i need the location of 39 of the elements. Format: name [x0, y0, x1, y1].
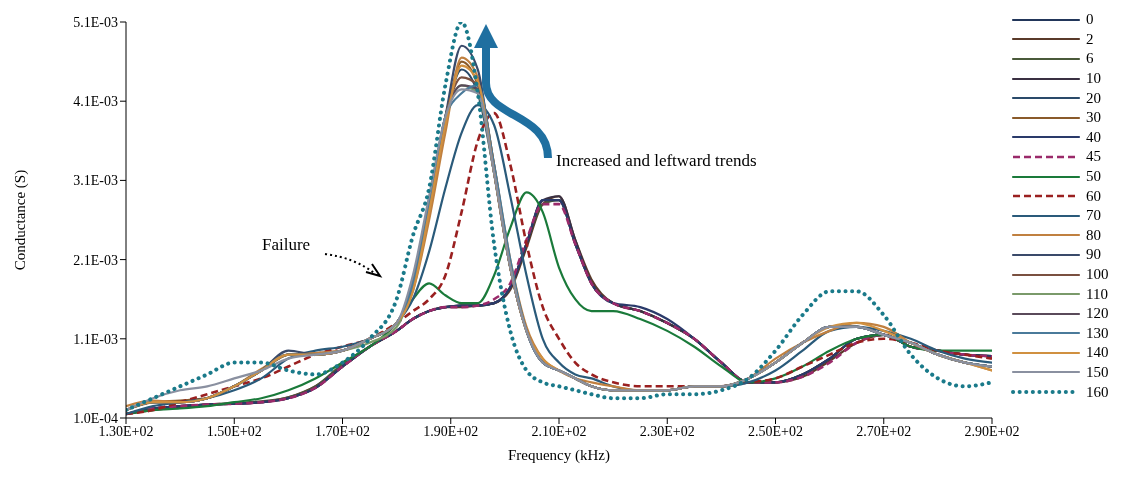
y-tick-label: 5.1E-03 [73, 14, 118, 30]
legend-label: 130 [1086, 324, 1109, 342]
x-tick-label: 2.50E+02 [748, 423, 803, 439]
y-tick-label: 1.1E-03 [73, 331, 118, 347]
x-tick-label: 1.30E+02 [98, 423, 154, 439]
legend-label: 160 [1086, 383, 1109, 401]
legend-label: 120 [1086, 305, 1109, 323]
x-axis-title: Frequency (kHz) [507, 447, 611, 464]
x-tick-label: 1.70E+02 [315, 423, 370, 439]
legend-label: 110 [1086, 285, 1108, 303]
y-axis-title: Conductance (S) [12, 169, 30, 271]
y-tick-label: 3.1E-03 [73, 173, 118, 189]
x-tick-label: 1.50E+02 [206, 423, 262, 439]
legend-label: 2 [1086, 30, 1094, 48]
legend-label: 40 [1086, 128, 1101, 146]
legend-label: 70 [1086, 207, 1101, 225]
legend-label: 20 [1086, 89, 1101, 107]
y-tick-label: 2.1E-03 [73, 252, 118, 268]
y-tick-label: 1.0E-04 [73, 410, 118, 426]
x-tick-label: 1.90E+02 [423, 423, 479, 439]
annotation: Failure [262, 235, 311, 254]
legend-label: 80 [1086, 226, 1101, 244]
x-tick-label: 2.70E+02 [856, 423, 912, 439]
legend-label: 60 [1086, 187, 1101, 205]
legend-label: 50 [1086, 168, 1101, 186]
x-tick-label: 2.90E+02 [964, 423, 1020, 439]
legend-label: 10 [1086, 70, 1101, 88]
legend-label: 45 [1086, 148, 1101, 166]
legend-label: 100 [1086, 266, 1109, 284]
x-tick-label: 2.30E+02 [639, 423, 695, 439]
legend-label: 30 [1086, 109, 1101, 127]
y-tick-label: 4.1E-03 [73, 94, 118, 110]
annotation: Increased and leftward trends [556, 151, 757, 170]
legend-label: 90 [1086, 246, 1101, 264]
legend-label: 150 [1086, 363, 1109, 381]
x-tick-label: 2.10E+02 [531, 423, 587, 439]
legend-label: 140 [1086, 344, 1109, 362]
legend-label: 0 [1086, 11, 1094, 29]
legend-label: 6 [1086, 50, 1094, 68]
